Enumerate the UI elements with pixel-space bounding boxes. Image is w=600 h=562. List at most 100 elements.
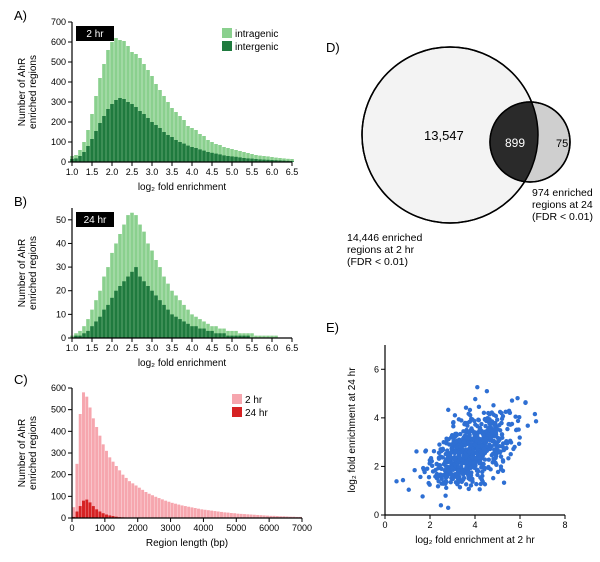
scatter-point	[439, 449, 443, 453]
bar	[98, 317, 102, 338]
scatter-point	[476, 418, 480, 422]
scatter-point	[509, 452, 513, 456]
bar	[190, 507, 193, 518]
scatter-point	[497, 438, 501, 442]
bar	[135, 486, 138, 519]
scatter-point	[475, 385, 479, 389]
scatter-point	[518, 435, 522, 439]
x-axis-title: log₂ fold enrichment	[138, 358, 227, 369]
scatter-point	[441, 481, 445, 485]
scatter-point	[459, 418, 463, 422]
scatter-point	[467, 431, 471, 435]
scatter-point	[458, 485, 462, 489]
scatter-point	[452, 456, 456, 460]
svg-text:6.0: 6.0	[266, 343, 279, 353]
scatter-point	[443, 493, 447, 497]
scatter-point	[485, 389, 489, 393]
svg-text:10: 10	[56, 309, 66, 319]
scatter-point	[500, 432, 504, 436]
bar	[115, 466, 118, 518]
scatter-point	[449, 472, 453, 476]
bar	[118, 98, 122, 162]
scatter-point	[446, 469, 450, 473]
scatter-point	[394, 479, 398, 483]
bar	[112, 462, 115, 518]
svg-text:1.0: 1.0	[66, 343, 79, 353]
scatter-point	[488, 436, 492, 440]
bar	[236, 514, 239, 518]
bar	[90, 326, 94, 338]
svg-text:20: 20	[56, 286, 66, 296]
bar	[186, 324, 190, 338]
scatter-point	[482, 411, 486, 415]
bar	[167, 502, 170, 518]
bar	[154, 497, 157, 518]
bar	[138, 488, 141, 518]
bar	[79, 506, 82, 518]
svg-text:200: 200	[51, 470, 66, 480]
bar	[166, 135, 170, 162]
scatter-point	[469, 436, 473, 440]
bar	[194, 508, 197, 518]
bar	[223, 512, 226, 518]
bar	[182, 321, 186, 338]
axes	[385, 345, 565, 515]
svg-text:4.0: 4.0	[186, 167, 199, 177]
scatter-point	[477, 440, 481, 444]
scatter-point	[420, 494, 424, 498]
scatter-point	[453, 413, 457, 417]
y-axis-title: Number of AhRenriched regions	[17, 55, 39, 129]
scatter-point	[466, 412, 470, 416]
scatter-point	[444, 464, 448, 468]
bar	[194, 148, 198, 162]
bar	[218, 333, 222, 338]
scatter-point	[489, 421, 493, 425]
bar	[213, 511, 216, 518]
svg-text:1000: 1000	[95, 523, 115, 533]
bar	[110, 298, 114, 338]
bar	[144, 492, 147, 518]
bar	[118, 470, 121, 518]
bar	[102, 310, 106, 338]
scatter-point	[482, 447, 486, 451]
scatter-point	[467, 487, 471, 491]
svg-text:300: 300	[51, 448, 66, 458]
svg-text:0: 0	[382, 520, 387, 530]
svg-text:3000: 3000	[161, 523, 181, 533]
svg-text:3.5: 3.5	[166, 343, 179, 353]
scatter-point	[467, 450, 471, 454]
bar	[162, 305, 166, 338]
scatter-point	[506, 422, 510, 426]
bar	[128, 481, 131, 518]
scatter-point	[477, 405, 481, 409]
panel-c-chart: 0100020003000400050006000700001002003004…	[16, 382, 326, 562]
x-axis-title: log₂ fold enrichment at 2 hr	[415, 535, 535, 546]
svg-text:6.5: 6.5	[286, 167, 299, 177]
bar	[108, 457, 111, 518]
scatter-point	[474, 456, 478, 460]
scatter-point	[444, 441, 448, 445]
scatter-point	[472, 419, 476, 423]
svg-text:300: 300	[51, 97, 66, 107]
bar	[79, 414, 82, 518]
svg-text:5.0: 5.0	[226, 343, 239, 353]
scatter-point	[401, 478, 405, 482]
scatter-point	[477, 487, 481, 491]
svg-text:100: 100	[51, 137, 66, 147]
svg-text:0: 0	[61, 333, 66, 343]
bar	[131, 483, 134, 518]
scatter-point	[473, 397, 477, 401]
panel-b-chart: 1.01.52.02.53.03.54.04.55.05.56.06.50102…	[16, 202, 316, 382]
bar	[138, 111, 142, 162]
svg-text:3.0: 3.0	[146, 167, 159, 177]
bar	[138, 277, 142, 338]
bar	[86, 331, 90, 338]
scatter-point	[464, 460, 468, 464]
bar	[121, 475, 124, 518]
scatter-point	[480, 470, 484, 474]
bar	[174, 504, 177, 518]
scatter-point	[475, 468, 479, 472]
scatter-point	[504, 410, 508, 414]
time-badge-text: 24 hr	[84, 215, 107, 226]
svg-text:40: 40	[56, 238, 66, 248]
